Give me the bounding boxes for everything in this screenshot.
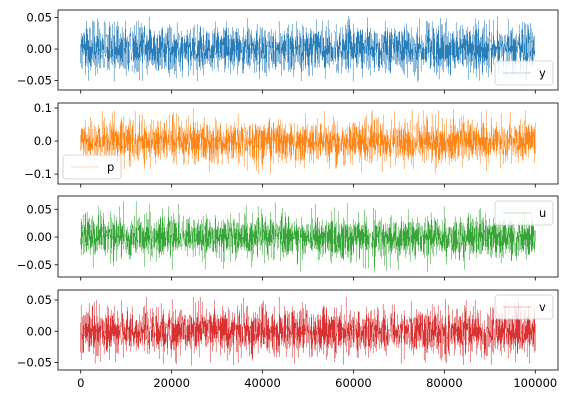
- x-tick-label: 60000: [335, 376, 372, 390]
- y-tick-label: 0.1: [34, 101, 52, 115]
- series-line-v: [80, 296, 536, 366]
- axes-frame: [57, 9, 559, 91]
- series-line-p: [80, 108, 536, 174]
- axes-frame: [57, 102, 559, 185]
- y-tick-label: 0.05: [26, 293, 52, 307]
- subplot-u: 0.05 0.00 −0.05 u: [17, 195, 559, 281]
- series-line-u: [80, 201, 536, 273]
- series-line-y: [80, 16, 536, 82]
- x-tick-label: 100000: [513, 376, 557, 390]
- y-tick-label: −0.05: [17, 74, 52, 88]
- x-tick-label: 40000: [244, 376, 281, 390]
- axes-frame: [57, 289, 559, 371]
- x-tick-label: 20000: [153, 376, 190, 390]
- legend: u: [494, 200, 554, 226]
- subplot-v: 0.05 0.00 −0.05 0 20000 40000 60000 80000 100000…: [17, 289, 559, 390]
- legend-label: u: [539, 206, 546, 220]
- y-tick-label: −0.05: [17, 258, 52, 272]
- y-tick-label: 0.00: [26, 230, 52, 244]
- y-tick-label: 0.00: [26, 42, 52, 56]
- legend-label: p: [107, 160, 114, 174]
- legend: y: [494, 60, 554, 86]
- subplot-p: 0.1 0.0 −0.1 p: [24, 101, 559, 188]
- subplot-y: 0.05 0.00 −0.05 y: [17, 9, 559, 94]
- legend: v: [494, 294, 554, 320]
- legend-label: y: [539, 66, 546, 80]
- y-tick-label: 0.0: [34, 134, 52, 148]
- legend: p: [62, 154, 122, 180]
- x-tick-label: 0: [77, 376, 84, 390]
- y-tick-label: −0.1: [24, 167, 52, 181]
- y-tick-label: 0.05: [26, 202, 52, 216]
- y-tick-label: 0.00: [26, 324, 52, 338]
- x-tick-label: 80000: [426, 376, 463, 390]
- axes-frame: [57, 195, 559, 278]
- y-tick-label: −0.05: [17, 356, 52, 370]
- y-tick-label: 0.05: [26, 11, 52, 25]
- legend-label: v: [539, 300, 546, 314]
